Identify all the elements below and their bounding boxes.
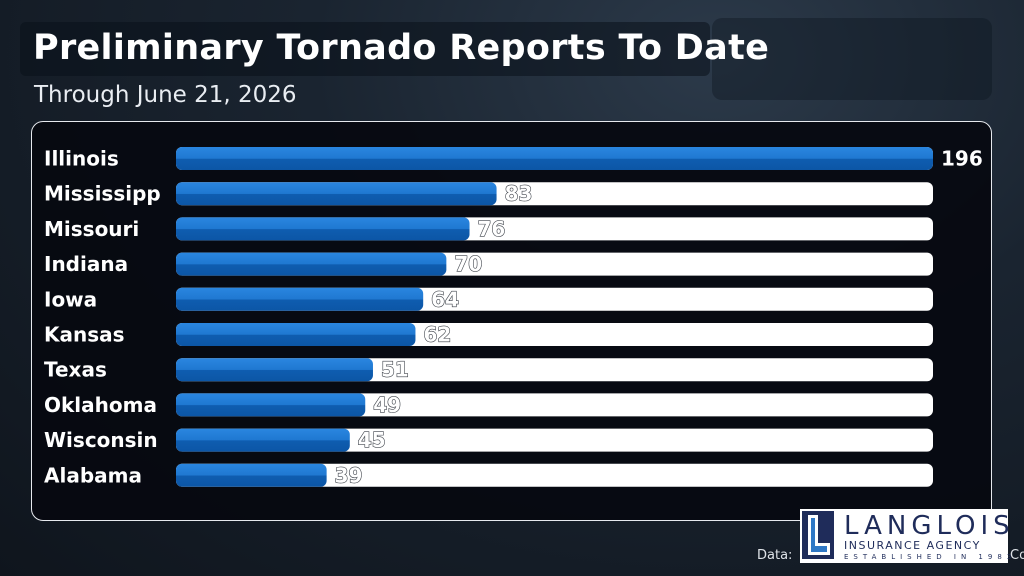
logo-l-icon [802, 511, 834, 559]
category-label-kansas: Kansas [44, 323, 125, 347]
value-label-alabama: 39 [335, 463, 363, 487]
title-band [20, 22, 710, 76]
logo-name: LANGLOIS [844, 511, 1015, 541]
category-label-oklahoma: Oklahoma [44, 393, 157, 417]
category-label-missouri: Missouri [44, 217, 139, 241]
bar-texas [176, 358, 373, 382]
category-label-illinois: Illinois [44, 147, 119, 171]
bar-track-oklahoma [176, 393, 933, 417]
value-label-iowa: 64 [431, 287, 459, 311]
bar-track-wisconsin [176, 428, 933, 452]
bar-kansas [176, 323, 416, 346]
category-label-texas: Texas [44, 358, 107, 382]
agency-logo: LANGLOIS INSURANCE AGENCY ESTABLISHED IN… [800, 509, 1011, 563]
category-label-wisconsin: Wisconsin [44, 428, 158, 452]
bar-wisconsin [176, 428, 350, 452]
title-band-shade [712, 18, 992, 100]
bar-illinois [176, 147, 933, 170]
source-prefix: Data: [757, 548, 793, 563]
category-label-alabama: Alabama [44, 463, 142, 487]
logo-established: ESTABLISHED IN 1983 [844, 553, 1017, 561]
bar-alabama [176, 463, 327, 487]
logo-tagline: INSURANCE AGENCY [844, 539, 981, 552]
source-suffix: Co [1010, 548, 1024, 563]
category-label-iowa: Iowa [44, 287, 97, 311]
category-label-indiana: Indiana [44, 252, 128, 276]
bar-mississipp [176, 182, 497, 206]
bar-missouri [176, 217, 470, 241]
value-label-illinois: 196 [941, 147, 983, 171]
value-label-texas: 51 [381, 358, 409, 382]
value-label-mississipp: 83 [505, 182, 533, 206]
value-label-missouri: 76 [478, 217, 506, 241]
value-label-wisconsin: 45 [358, 428, 386, 452]
page-subtitle: Through June 21, 2026 [34, 82, 297, 108]
bar-track-alabama [176, 463, 933, 487]
category-label-mississipp: Mississipp [44, 182, 161, 206]
bar-iowa [176, 287, 424, 311]
value-label-oklahoma: 49 [373, 393, 401, 417]
bar-oklahoma [176, 393, 366, 417]
value-label-indiana: 70 [454, 252, 482, 276]
bar-indiana [176, 252, 447, 276]
value-label-kansas: 62 [423, 323, 451, 347]
page-title: Preliminary Tornado Reports To Date [33, 28, 770, 68]
